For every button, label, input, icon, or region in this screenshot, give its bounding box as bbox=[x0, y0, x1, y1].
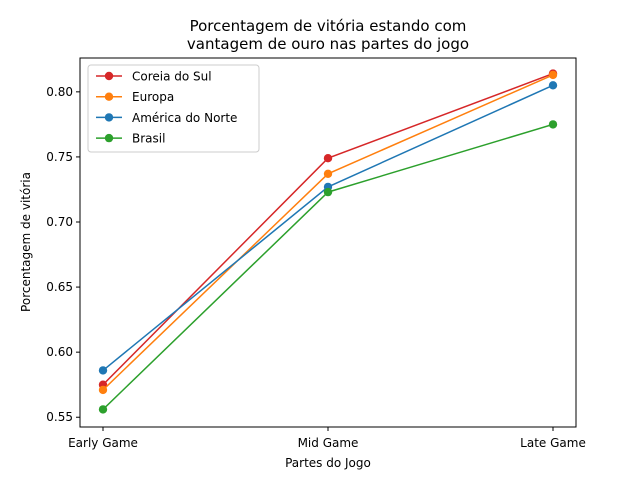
legend-label: Brasil bbox=[132, 132, 165, 146]
y-tick-label: 0.75 bbox=[46, 150, 73, 164]
x-axis: Early Game Mid Game Late Game bbox=[68, 427, 586, 450]
data-point bbox=[98, 366, 108, 375]
chart-title-line-2: vantagem de ouro nas partes do jogo bbox=[187, 35, 469, 53]
legend-label: Coreia do Sul bbox=[132, 70, 212, 84]
x-axis-label: Partes do Jogo bbox=[285, 456, 371, 470]
legend-marker bbox=[104, 92, 114, 101]
legend-box bbox=[87, 64, 260, 153]
legend: Coreia do Sul Europa América do Norte Brasi… bbox=[87, 64, 260, 153]
y-tick-label: 0.60 bbox=[46, 345, 73, 359]
legend-marker bbox=[104, 113, 114, 122]
legend-label: Europa bbox=[132, 90, 174, 104]
y-tick-label: 0.65 bbox=[46, 280, 73, 294]
data-point bbox=[323, 169, 333, 178]
legend-label: América do Norte bbox=[132, 111, 237, 125]
data-point bbox=[548, 81, 558, 90]
x-tick-label: Mid Game bbox=[298, 436, 359, 450]
y-tick-label: 0.55 bbox=[46, 410, 73, 424]
data-point bbox=[323, 187, 333, 197]
data-point bbox=[548, 120, 558, 129]
y-axis: 0.55 0.60 0.65 0.70 0.75 0.80 bbox=[46, 85, 80, 424]
y-tick-label: 0.70 bbox=[46, 215, 73, 229]
x-tick-label: Early Game bbox=[68, 436, 138, 450]
y-tick-label: 0.80 bbox=[46, 85, 73, 99]
legend-marker bbox=[104, 133, 114, 143]
data-point bbox=[323, 154, 333, 163]
series-layer bbox=[98, 69, 558, 414]
data-point bbox=[98, 385, 108, 395]
data-point bbox=[548, 70, 558, 80]
y-axis-label: Porcentagem de vitória bbox=[19, 172, 33, 312]
x-tick-label: Late Game bbox=[520, 436, 586, 450]
chart-title-line-1: Porcentagem de vitória estando com bbox=[190, 17, 467, 35]
legend-marker bbox=[104, 71, 114, 81]
data-point bbox=[98, 405, 108, 414]
